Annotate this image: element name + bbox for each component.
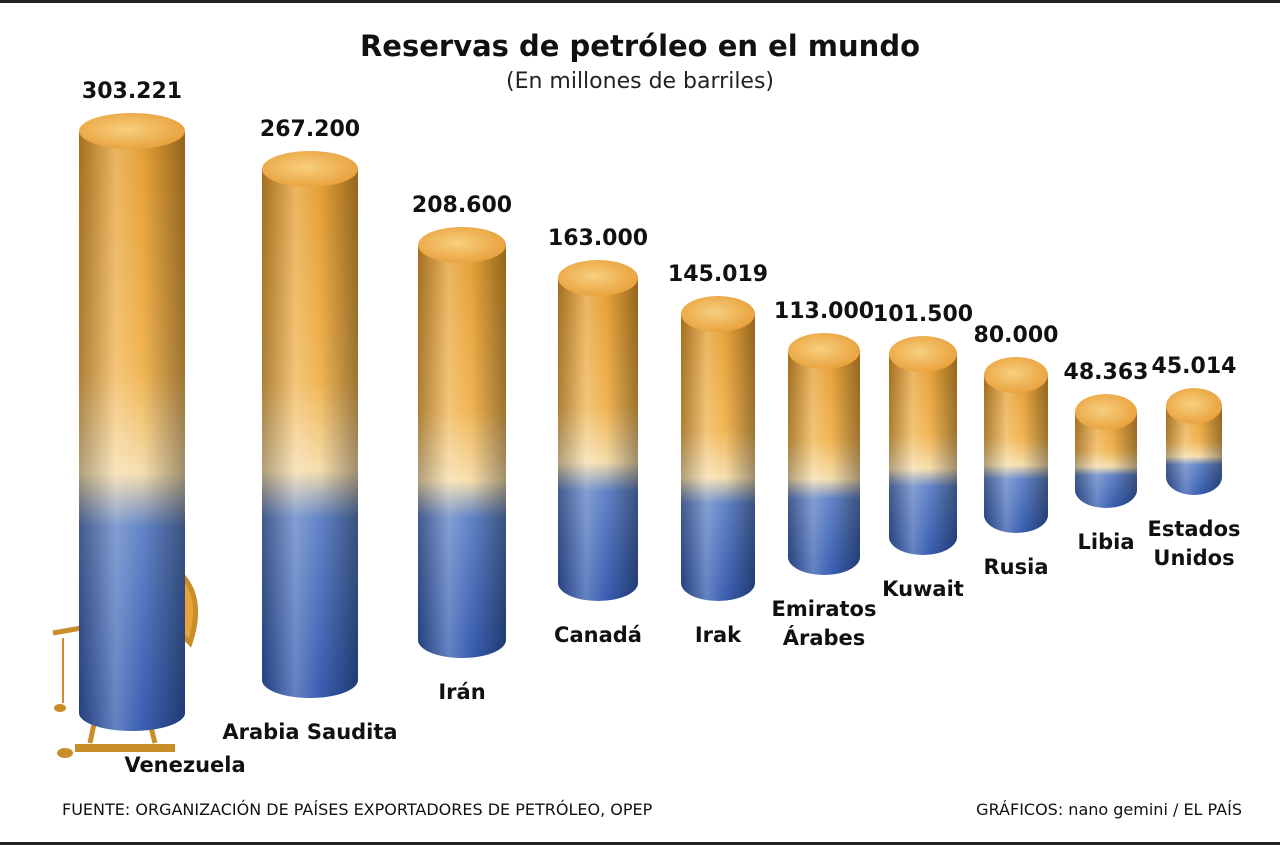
bar — [1075, 394, 1137, 508]
category-label: Irán — [438, 680, 486, 704]
credit-note: GRÁFICOS: nano gemini / EL PAÍS — [976, 800, 1242, 819]
chart-title: Reservas de petróleo en el mundo — [359, 29, 921, 63]
value-label: 267.200 — [259, 117, 361, 143]
category-label: Libia — [1077, 530, 1135, 554]
bar-cap — [262, 151, 358, 188]
bar-cap — [681, 296, 755, 333]
value-label: 113.000 — [773, 299, 875, 325]
bar-cap — [418, 227, 506, 264]
bar — [418, 227, 506, 658]
category-label: Arabia Saudita — [222, 720, 398, 744]
value-label: 208.600 — [411, 193, 513, 219]
bar — [984, 356, 1048, 533]
bar-cap — [889, 336, 957, 373]
value-label: 48.363 — [1063, 360, 1149, 386]
bar — [79, 113, 185, 731]
category-label: Venezuela — [124, 753, 246, 777]
bar-cap — [788, 333, 860, 370]
bar — [558, 260, 638, 601]
value-label: 80.000 — [973, 322, 1059, 348]
value-label: 145.019 — [667, 262, 769, 288]
bar-cap — [1075, 394, 1137, 431]
source-note: FUENTE: ORGANIZACIÓN DE PAÍSES EXPORTADO… — [62, 800, 653, 819]
category-label: Emiratos Árabes — [771, 597, 877, 650]
bar-cap — [79, 113, 185, 149]
value-label: 163.000 — [547, 226, 649, 252]
value-label: 303.221 — [81, 79, 183, 104]
bar — [1166, 387, 1222, 495]
bar-cap — [984, 356, 1048, 393]
bar — [262, 151, 358, 698]
value-label: 45.014 — [1151, 353, 1237, 379]
bar — [889, 336, 957, 555]
category-label: Canadá — [554, 623, 642, 647]
value-label: 101.500 — [872, 302, 974, 328]
category-label: Kuwait — [882, 577, 964, 601]
category-label: Estados Unidos — [1147, 517, 1241, 570]
category-label: Rusia — [983, 555, 1049, 579]
bar-cap — [558, 260, 638, 297]
bar — [681, 296, 755, 601]
chart-subtitle: (En millones de barriles) — [505, 69, 775, 94]
bar-cap — [1166, 387, 1222, 424]
category-label: Irak — [694, 623, 742, 647]
bar — [788, 333, 860, 575]
